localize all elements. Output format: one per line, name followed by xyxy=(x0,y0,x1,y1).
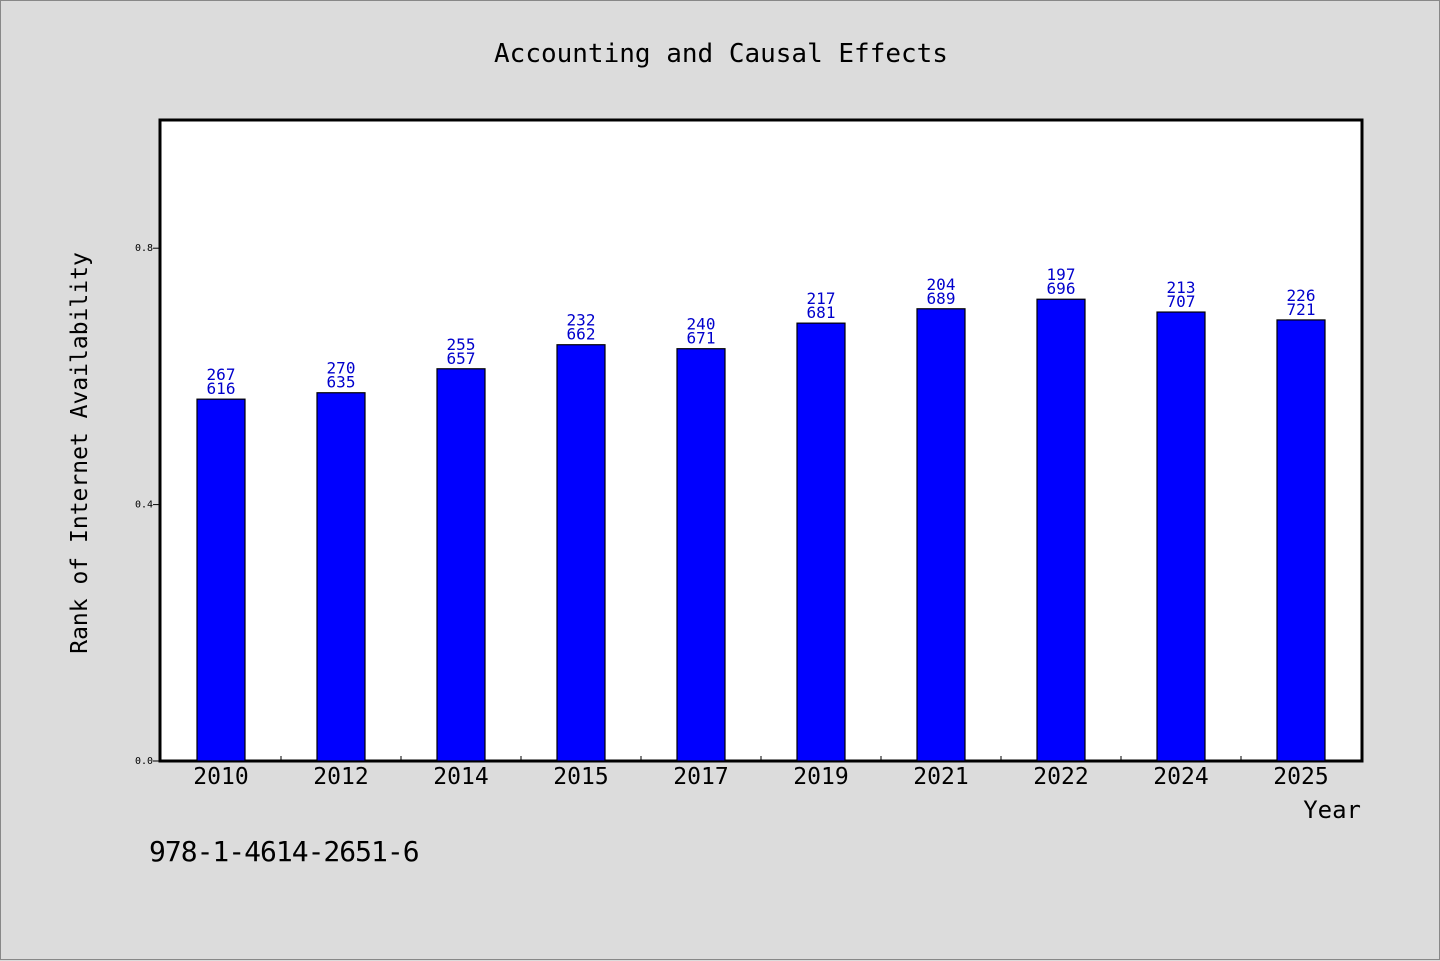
isbn-code: 978-1-4614-2651-6 xyxy=(149,835,420,868)
bar-label-bottom-2024: 707 xyxy=(1167,292,1196,311)
bar-label-top-2024: 213 xyxy=(1167,278,1196,297)
bar-label-bottom-2010: 616 xyxy=(207,379,236,398)
bar-2019 xyxy=(796,322,846,762)
x-tick-label-2014: 2014 xyxy=(433,764,488,790)
x-tick-label-2012: 2012 xyxy=(313,764,368,790)
bar-label-top-2025: 226 xyxy=(1287,286,1316,305)
bar-label-bottom-2022: 696 xyxy=(1047,279,1076,298)
bar-2022 xyxy=(1036,298,1086,762)
y-tick-label: 0.4 xyxy=(135,500,153,511)
x-tick-label-2025: 2025 xyxy=(1273,764,1328,790)
bar-label-bottom-2025: 721 xyxy=(1287,300,1316,319)
bar-label-bottom-2019: 681 xyxy=(807,303,836,322)
bar-label-top-2012: 270 xyxy=(327,359,356,378)
y-tick-label: 0.0 xyxy=(135,756,153,767)
bar-label-top-2010: 267 xyxy=(207,365,236,384)
bar-2024 xyxy=(1156,311,1206,762)
bar-2017 xyxy=(676,348,726,762)
x-tick-label-2017: 2017 xyxy=(673,764,728,790)
chart-title: Accounting and Causal Effects xyxy=(494,39,948,69)
bar-label-top-2022: 197 xyxy=(1047,265,1076,284)
bar-2015 xyxy=(556,344,606,762)
x-tick-label-2022: 2022 xyxy=(1033,764,1088,790)
bar-label-bottom-2012: 635 xyxy=(327,373,356,392)
bar-label-top-2019: 217 xyxy=(807,289,836,308)
bar-label-top-2015: 232 xyxy=(567,311,596,330)
bar-label-top-2021: 204 xyxy=(927,275,956,294)
x-axis-ticks: 2010 2012 2014 2015 2017 2019 2021 2022 2024 2025 xyxy=(193,756,1329,790)
x-tick-label-2015: 2015 xyxy=(553,764,608,790)
bar-2025 xyxy=(1276,319,1326,762)
y-axis-label: Rank of Internet Availability xyxy=(67,252,93,654)
bar-2012 xyxy=(316,392,366,762)
bar-label-top-2017: 240 xyxy=(687,315,716,334)
bar-2010 xyxy=(196,398,246,762)
bar-2014 xyxy=(436,368,486,762)
bar-2021 xyxy=(916,308,966,762)
x-axis-label: Year xyxy=(1303,796,1361,824)
bar-label-top-2014: 255 xyxy=(447,335,476,354)
bars-group xyxy=(196,298,1326,762)
bar-label-bottom-2021: 689 xyxy=(927,289,956,308)
x-tick-label-2021: 2021 xyxy=(913,764,968,790)
bar-label-bottom-2017: 671 xyxy=(687,329,716,348)
y-axis-ticks: 0.0 0.4 0.8 xyxy=(135,243,161,767)
x-tick-label-2010: 2010 xyxy=(193,764,248,790)
x-tick-label-2019: 2019 xyxy=(793,764,848,790)
x-tick-label-2024: 2024 xyxy=(1153,764,1208,790)
bar-labels-group: 2676162706352556572326622406712176812046… xyxy=(207,265,1316,398)
bar-label-bottom-2015: 662 xyxy=(567,325,596,344)
y-tick-label: 0.8 xyxy=(135,243,153,254)
bar-label-bottom-2014: 657 xyxy=(447,349,476,368)
